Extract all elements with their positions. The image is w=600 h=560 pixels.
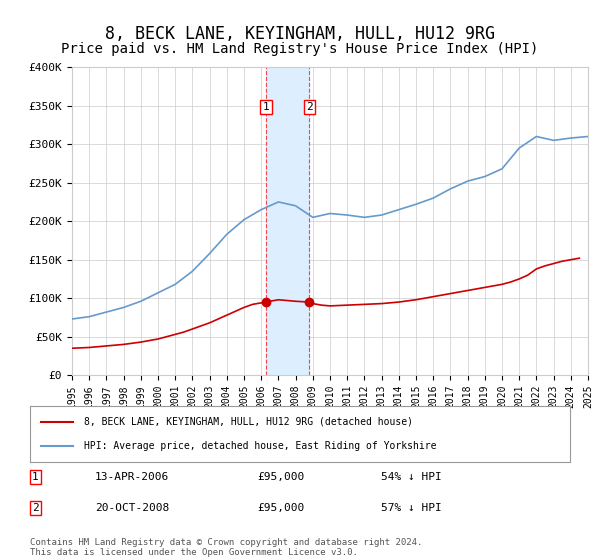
Text: 54% ↓ HPI: 54% ↓ HPI xyxy=(381,472,442,482)
Text: 20-OCT-2008: 20-OCT-2008 xyxy=(95,503,169,513)
Text: 13-APR-2006: 13-APR-2006 xyxy=(95,472,169,482)
Text: 2: 2 xyxy=(306,102,313,112)
Text: £95,000: £95,000 xyxy=(257,503,304,513)
Text: £95,000: £95,000 xyxy=(257,472,304,482)
Bar xyxy=(266,67,310,375)
Text: Contains HM Land Registry data © Crown copyright and database right 2024.
This d: Contains HM Land Registry data © Crown c… xyxy=(30,538,422,557)
Text: 57% ↓ HPI: 57% ↓ HPI xyxy=(381,503,442,513)
Text: HPI: Average price, detached house, East Riding of Yorkshire: HPI: Average price, detached house, East… xyxy=(84,441,437,451)
Text: 2: 2 xyxy=(32,503,39,513)
Text: 8, BECK LANE, KEYINGHAM, HULL, HU12 9RG: 8, BECK LANE, KEYINGHAM, HULL, HU12 9RG xyxy=(105,25,495,43)
Text: 8, BECK LANE, KEYINGHAM, HULL, HU12 9RG (detached house): 8, BECK LANE, KEYINGHAM, HULL, HU12 9RG … xyxy=(84,417,413,427)
Text: 1: 1 xyxy=(32,472,39,482)
Text: 1: 1 xyxy=(263,102,269,112)
Text: Price paid vs. HM Land Registry's House Price Index (HPI): Price paid vs. HM Land Registry's House … xyxy=(61,42,539,56)
